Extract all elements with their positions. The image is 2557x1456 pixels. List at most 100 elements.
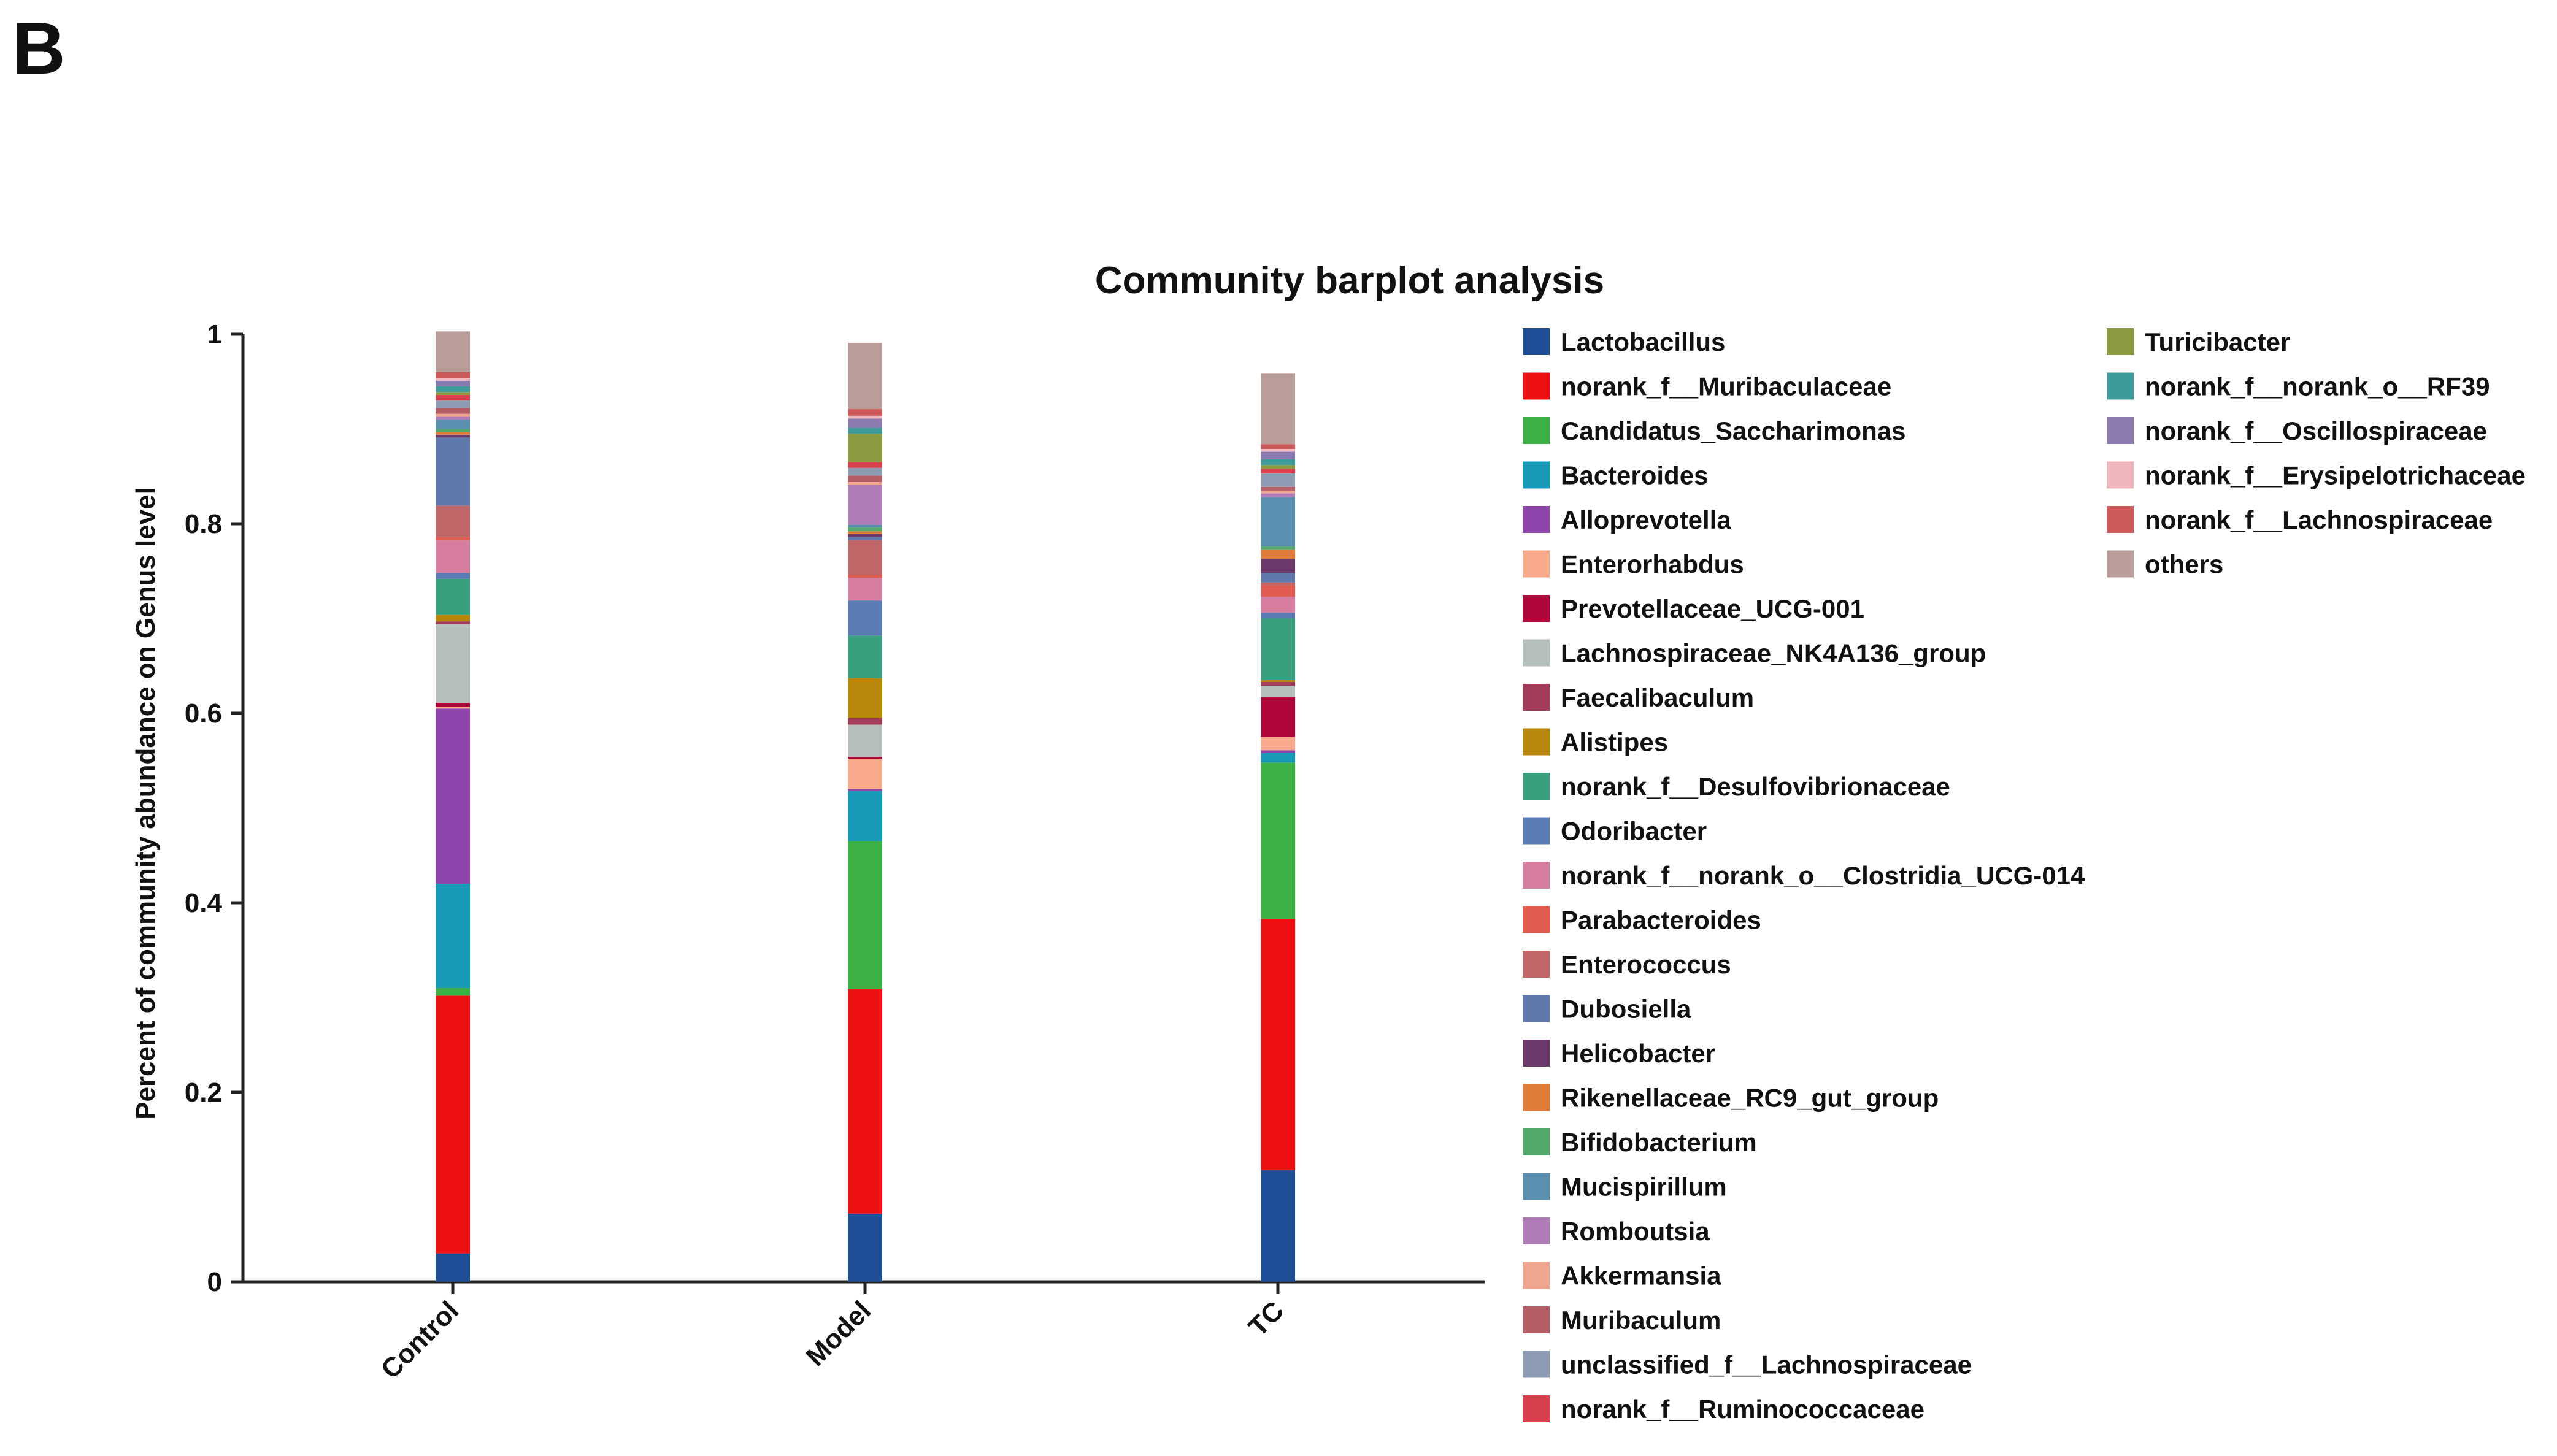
bar-segment [848,418,882,428]
bar-segment [848,467,882,476]
bar-segment [1261,559,1295,573]
legend-swatch [1523,1351,1550,1378]
legend-label: Candidatus_Saccharimonas [1561,416,1906,445]
bar-segment [436,420,470,429]
legend-label: Mucispirillum [1561,1173,1727,1201]
bar-segment [1261,1170,1295,1282]
y-tick-label: 0.2 [185,1078,222,1108]
bar-segment [1261,582,1295,586]
x-tick-label: Control [375,1295,464,1384]
bar-segment [436,621,470,624]
bar-segment [436,331,470,372]
legend-label: others [2145,550,2223,579]
legend-label: Helicobacter [1561,1039,1715,1068]
legend-swatch [1523,906,1550,933]
y-tick-label: 0 [207,1267,222,1297]
legend-label: Muribaculum [1561,1306,1721,1335]
bar-segment [848,678,882,718]
bar-segment [436,537,470,540]
bar-segment [1261,753,1295,763]
bar-segment [1261,680,1295,683]
bar-segment [436,708,470,884]
legend-swatch [1523,1262,1550,1289]
bar-segment [848,724,882,757]
legend-swatch [1523,417,1550,444]
legend-label: norank_f__Oscillospiraceae [2145,416,2487,445]
bar-segment [1261,585,1295,597]
bar-segment [848,635,882,678]
legend-label: Bacteroides [1561,461,1708,490]
legend-label: Dubosiella [1561,995,1691,1024]
bar-segment [1261,596,1295,613]
legend-swatch [1523,461,1550,489]
legend-swatch [1523,595,1550,622]
bar-segment [1261,618,1295,680]
bar-segment [848,600,882,636]
bar-segment [1261,469,1295,474]
bar-segment [1261,549,1295,559]
legend-swatch [1523,1173,1550,1200]
bar-segment [436,386,470,393]
bar-segment [848,534,882,537]
legend-swatch [1523,1306,1550,1333]
bar-segment [848,540,882,575]
bar-segment [436,578,470,615]
legend-swatch [1523,639,1550,667]
bar-segment [436,392,470,395]
bar-segment [1261,750,1295,753]
bar-segment [848,578,882,601]
legend-label: Rikenellaceae_RC9_gut_group [1561,1084,1939,1113]
bar-segment [848,1213,882,1282]
legend-swatch [1523,1040,1550,1067]
bar-segment [848,789,882,791]
legend-label: norank_f__Erysipelotrichaceae [2145,461,2526,490]
bar-segment [848,342,882,410]
legend-swatch [2107,328,2134,355]
bar-segment [848,409,882,416]
x-axis-ticks: Control Model TC [375,1282,1290,1385]
bar-segment [436,540,470,573]
bar-segment [436,408,470,414]
legend-swatch [1523,684,1550,711]
bar-segment [848,537,882,540]
legend-swatch [2107,372,2134,400]
y-tick-label: 0.4 [185,888,223,918]
legend-swatch [1523,817,1550,845]
bar-segment [436,1253,470,1282]
bar-segment [436,372,470,378]
bar-segment [436,703,470,707]
bar-segment [1261,451,1295,459]
legend-swatch [1523,995,1550,1022]
bar-segment [1261,697,1295,737]
legend-label: Alistipes [1561,728,1668,757]
legend-swatch [1523,951,1550,978]
legend-swatch [1523,550,1550,578]
bar-segment [1261,473,1295,487]
bar-segment [436,988,470,996]
bar-segment [1261,737,1295,751]
x-tick-label: TC [1243,1295,1290,1342]
bar-segment [848,485,882,525]
legend-swatch [1523,1395,1550,1422]
legend-label: norank_f__Desulfovibrionaceae [1561,772,1950,801]
bar-segment [1261,682,1295,686]
legend-swatch [2107,417,2134,444]
bar-segment [848,531,882,534]
legend-label: Lactobacillus [1561,328,1725,356]
bar-segment [1261,493,1295,497]
bar-segment [1261,486,1295,491]
legend-label: Turicibacter [2145,328,2290,356]
bar-segment [436,615,470,622]
legend-swatch [1523,1084,1550,1111]
legend-label: Odoribacter [1561,817,1707,846]
legend-swatch [1523,328,1550,355]
bar-segment [436,378,470,381]
y-axis-label: Percent of community abundance on Genus … [131,487,161,1120]
bar-segment [848,575,882,578]
bar-segment [436,505,470,537]
bar-segment [848,415,882,419]
bar-segment [1261,373,1295,445]
y-tick-label: 0.8 [185,509,222,539]
bar-segment [436,573,470,579]
